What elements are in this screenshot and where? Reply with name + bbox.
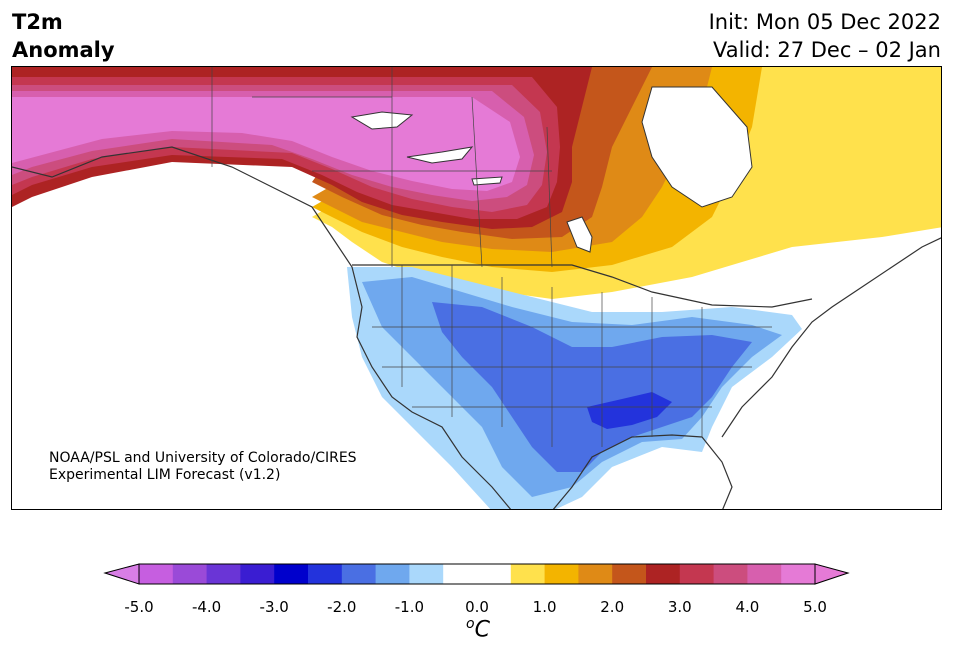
credit-text: NOAA/PSL and University of Colorado/CIRE… (49, 450, 357, 484)
colorbar-tick-label: -3.0 (259, 598, 289, 616)
great-bear-lake (350, 111, 414, 130)
units-superscript: o (466, 616, 475, 632)
colorbar-cell (206, 564, 241, 584)
colorbar-cell (747, 564, 782, 584)
colorbar-under-arrow (103, 563, 140, 585)
anomaly-deep-blue (587, 392, 672, 429)
colorbar-tick-label: 5.0 (803, 598, 827, 616)
colorbar-cell (510, 564, 546, 584)
atlantic-coast (721, 237, 941, 438)
colorbar-cell (375, 564, 410, 584)
colorbar-cell (646, 564, 681, 584)
colorbar-cell (578, 564, 613, 584)
colorbar-cell (274, 564, 309, 584)
units-base: C (474, 617, 490, 643)
colorbar-cell (612, 564, 647, 584)
credit-line1: NOAA/PSL and University of Colorado/CIRE… (49, 450, 357, 466)
colorbar-cell (341, 564, 377, 584)
colorbar-tick-label: -5.0 (124, 598, 154, 616)
colorbar-cell (172, 564, 208, 584)
colorbar-tick-label: 1.0 (532, 598, 557, 616)
title-variable-line1: T2m (12, 10, 63, 34)
colorbar-cell (544, 564, 579, 584)
hudson-bay (641, 86, 753, 208)
colorbar (103, 563, 850, 585)
colorbar-cell (443, 564, 478, 584)
colorbar-over-arrow (814, 563, 850, 585)
colorbar-outline (138, 563, 816, 585)
colorbar-cell (713, 564, 748, 584)
water-bodies (350, 86, 753, 253)
coastlines (12, 146, 941, 509)
colorbar-cells (139, 564, 816, 584)
colorbar-tick-label: 4.0 (735, 598, 760, 616)
colorbar-cell (240, 564, 275, 584)
colorbar-tick-label: 0.0 (465, 598, 489, 616)
colorbar-cell (139, 564, 174, 584)
cold-anomaly-layer (347, 267, 802, 509)
colorbar-tick-label: -2.0 (327, 598, 357, 616)
colorbar-cell (477, 564, 512, 584)
colorbar-cell (781, 564, 816, 584)
lake-athabasca (471, 176, 503, 186)
title-dates: Init: Mon 05 Dec 2022 Valid: 27 Dec – 02… (709, 8, 941, 64)
anomaly-map (12, 67, 941, 509)
canada-us-border (352, 264, 813, 308)
pacific-coast (12, 146, 512, 509)
great-slave-lake (406, 146, 474, 164)
colorbar-cell (409, 564, 444, 584)
colorbar-cell (308, 564, 343, 584)
anomaly-blue (432, 302, 752, 472)
colorbar-tick-label: -1.0 (394, 598, 425, 616)
title-variable-line2: Anomaly (12, 38, 115, 62)
state-borders (211, 67, 772, 447)
colorbar-units: oC (466, 616, 490, 642)
gulf-coast (552, 434, 733, 509)
init-date: Init: Mon 05 Dec 2022 (708, 10, 941, 34)
colorbar-tick-label: 3.0 (667, 598, 692, 616)
title-variable: T2m Anomaly (12, 8, 115, 64)
colorbar-cell (679, 564, 715, 584)
credit-line2: Experimental LIM Forecast (v1.2) (49, 467, 281, 483)
colorbar-tick-label: 2.0 (600, 598, 625, 616)
colorbar-tick-label: -4.0 (191, 598, 222, 616)
lake-winnipeg (566, 216, 593, 253)
valid-range: Valid: 27 Dec – 02 Jan (712, 38, 941, 62)
map-frame (11, 66, 942, 510)
